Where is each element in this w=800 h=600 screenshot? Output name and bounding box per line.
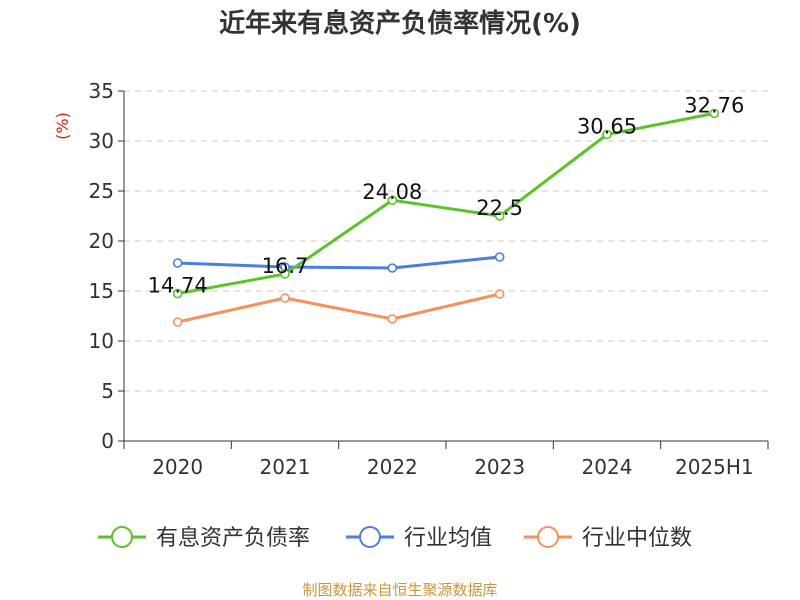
y-tick-label: 30: [89, 129, 114, 153]
y-tick-label: 0: [101, 429, 114, 453]
data-point: [172, 317, 183, 327]
y-axis-label: (%): [53, 112, 72, 140]
data-point: [172, 288, 183, 299]
data-point: [387, 263, 398, 273]
axes: 0 5 10 15 20 25 30 35 2020 2021 2022 2023 2024 2025H1: [89, 79, 769, 479]
data-label: 24.08: [362, 180, 422, 204]
data-point: [602, 129, 612, 140]
data-point: [280, 293, 290, 303]
x-tick-label: 2022: [367, 455, 418, 479]
y-tick-label: 10: [89, 329, 114, 353]
legend-label: 行业均值: [404, 526, 492, 551]
y-tick-label: 15: [89, 279, 114, 303]
legend-marker: [537, 526, 559, 548]
data-point: [387, 314, 398, 324]
series-layer: [172, 108, 720, 327]
legend-marker: [359, 526, 381, 548]
x-tick-label: 2021: [260, 455, 311, 479]
legend-label: 有息资产负债率: [156, 526, 310, 551]
series-line: [177, 111, 715, 296]
data-label: 16.7: [262, 254, 309, 278]
grid-lines: [124, 90, 768, 392]
y-tick-label: 35: [89, 79, 114, 103]
chart-title: 近年来有息资产负债率情况(%): [219, 8, 581, 39]
data-point: [709, 108, 720, 119]
data-labels: 14.74 16.7 24.08 22.5 30.65 32.76: [148, 93, 745, 297]
y-tick-label: 25: [89, 179, 114, 203]
x-tick-label: 2024: [582, 455, 633, 479]
series-line: [177, 292, 501, 324]
data-point: [494, 252, 505, 262]
data-label: 14.74: [148, 274, 208, 298]
data-point: [280, 269, 290, 279]
data-point: [172, 258, 183, 268]
data-point: [494, 289, 505, 299]
x-tick-label: 2023: [474, 455, 525, 479]
y-tick-label: 5: [101, 379, 114, 403]
legend-label: 行业中位数: [582, 526, 692, 551]
data-label: 22.5: [476, 196, 523, 220]
data-label: 30.65: [577, 115, 637, 139]
x-tick-label: 2020: [152, 455, 203, 479]
data-point: [387, 195, 398, 205]
legend-marker: [111, 526, 133, 548]
data-label: 32.76: [684, 93, 744, 117]
series-line: [177, 255, 500, 270]
source-note: 制图数据来自恒生聚源数据库: [302, 581, 497, 599]
y-tick-label: 20: [89, 229, 114, 253]
legend: 有息资产负债率 行业均值 行业中位数: [98, 526, 692, 551]
data-point: [494, 211, 505, 221]
x-tick-label: 2025H1: [675, 455, 754, 479]
